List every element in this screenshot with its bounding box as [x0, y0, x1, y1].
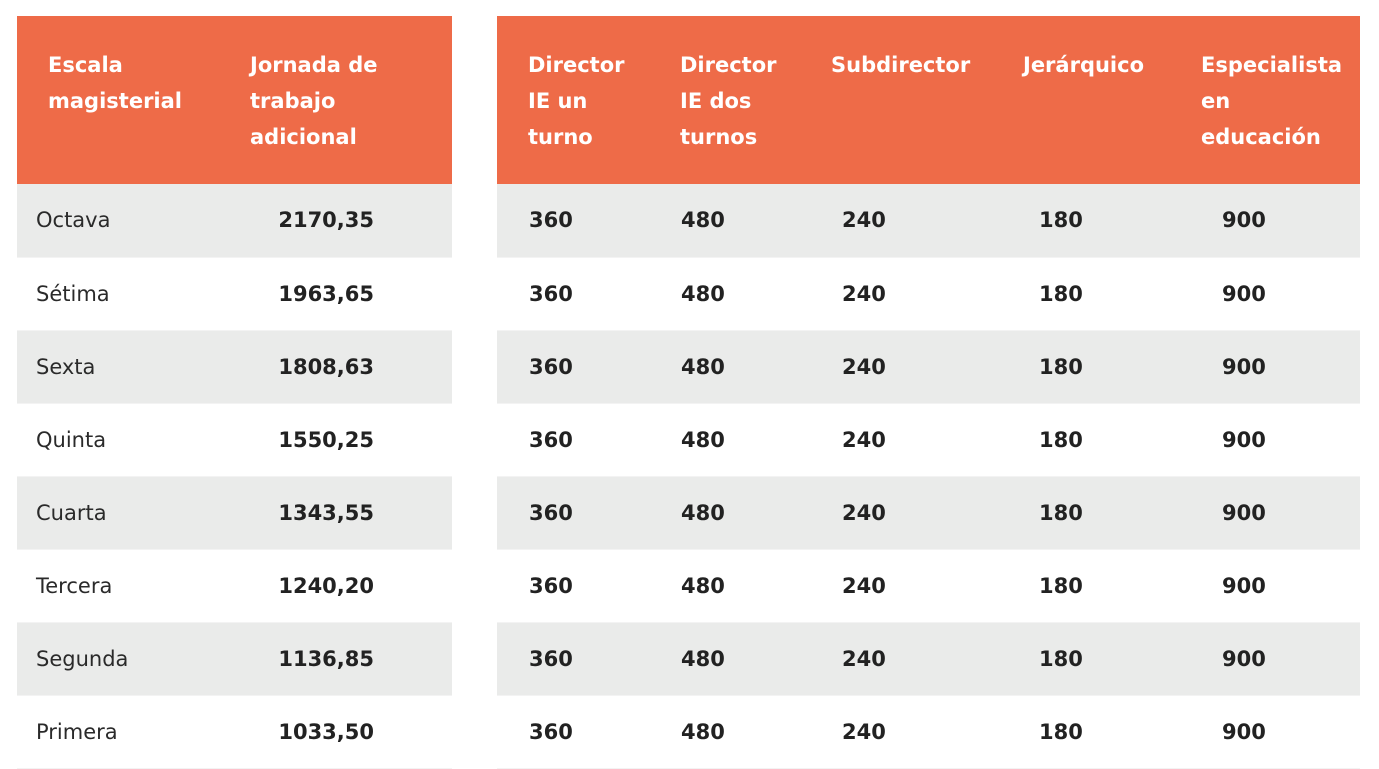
right-table-body: 360 480 240 180 900 360 480 240 180 900 360 480 240 1…: [497, 184, 1360, 769]
subdirector-cell: 240: [800, 695, 992, 769]
table-row: Segunda 1136,85: [17, 622, 452, 696]
jerarquico-cell: 180: [992, 549, 1170, 623]
director-dos-turnos-cell: 480: [649, 184, 800, 258]
jerarquico-cell: 180: [992, 622, 1170, 696]
especialista-cell: 900: [1170, 330, 1360, 404]
cargos-table: Director IE un turno Director IE dos tur…: [497, 16, 1360, 769]
table-row: Sétima 1963,65: [17, 257, 452, 331]
jerarquico-cell: 180: [992, 330, 1170, 404]
director-dos-turnos-cell: 480: [649, 403, 800, 477]
table-row: 360 480 240 180 900: [497, 622, 1360, 696]
subdirector-cell: 240: [800, 622, 992, 696]
jerarquico-cell: 180: [992, 476, 1170, 550]
subdirector-cell: 240: [800, 403, 992, 477]
table-row: Primera 1033,50: [17, 695, 452, 769]
escala-cell: Sexta: [17, 330, 219, 404]
table-row: Tercera 1240,20: [17, 549, 452, 623]
jornada-cell: 1240,20: [219, 549, 452, 623]
jerarquico-cell: 180: [992, 403, 1170, 477]
table-row: 360 480 240 180 900: [497, 476, 1360, 550]
director-dos-turnos-cell: 480: [649, 257, 800, 331]
jerarquico-cell: 180: [992, 257, 1170, 331]
jornada-cell: 1343,55: [219, 476, 452, 550]
left-table: Escala magisterial Jornada de trabajo ad…: [17, 16, 452, 769]
subdirector-cell: 240: [800, 184, 992, 258]
director-un-turno-cell: 360: [497, 184, 649, 258]
table-row: Cuarta 1343,55: [17, 476, 452, 550]
director-un-turno-cell: 360: [497, 330, 649, 404]
subdirector-cell: 240: [800, 330, 992, 404]
table-row: 360 480 240 180 900: [497, 403, 1360, 477]
header-subdirector: Subdirector: [800, 16, 992, 184]
header-director-dos-turnos: Director IE dos turnos: [649, 16, 800, 184]
director-dos-turnos-cell: 480: [649, 695, 800, 769]
jornada-cell: 1033,50: [219, 695, 452, 769]
escala-cell: Segunda: [17, 622, 219, 696]
header-especialista: Especialista en educación: [1170, 16, 1360, 184]
table-row: 360 480 240 180 900: [497, 695, 1360, 769]
especialista-cell: 900: [1170, 476, 1360, 550]
header-jornada-adicional: Jornada de trabajo adicional: [219, 16, 452, 184]
table-row: 360 480 240 180 900: [497, 184, 1360, 258]
director-dos-turnos-cell: 480: [649, 549, 800, 623]
subdirector-cell: 240: [800, 476, 992, 550]
escala-cell: Cuarta: [17, 476, 219, 550]
subdirector-cell: 240: [800, 549, 992, 623]
director-dos-turnos-cell: 480: [649, 622, 800, 696]
table-row: 360 480 240 180 900: [497, 257, 1360, 331]
escala-cell: Tercera: [17, 549, 219, 623]
escala-cell: Sétima: [17, 257, 219, 331]
especialista-cell: 900: [1170, 622, 1360, 696]
left-table-header: Escala magisterial Jornada de trabajo ad…: [17, 16, 452, 184]
especialista-cell: 900: [1170, 257, 1360, 331]
escala-jornada-table: Escala magisterial Jornada de trabajo ad…: [17, 16, 452, 769]
table-row: Octava 2170,35: [17, 184, 452, 258]
jornada-cell: 1550,25: [219, 403, 452, 477]
header-escala-magisterial: Escala magisterial: [17, 16, 219, 184]
right-table-header: Director IE un turno Director IE dos tur…: [497, 16, 1360, 184]
escala-cell: Primera: [17, 695, 219, 769]
jornada-cell: 1808,63: [219, 330, 452, 404]
left-table-body: Octava 2170,35 Sétima 1963,65 Sexta 1808,63 Qu…: [17, 184, 452, 769]
especialista-cell: 900: [1170, 403, 1360, 477]
director-un-turno-cell: 360: [497, 476, 649, 550]
subdirector-cell: 240: [800, 257, 992, 331]
director-un-turno-cell: 360: [497, 622, 649, 696]
escala-cell: Octava: [17, 184, 219, 258]
director-un-turno-cell: 360: [497, 549, 649, 623]
header-director-un-turno: Director IE un turno: [497, 16, 649, 184]
header-jerarquico: Jerárquico: [992, 16, 1170, 184]
director-dos-turnos-cell: 480: [649, 476, 800, 550]
table-row: 360 480 240 180 900: [497, 330, 1360, 404]
right-table: Director IE un turno Director IE dos tur…: [497, 16, 1360, 769]
table-row: Sexta 1808,63: [17, 330, 452, 404]
jerarquico-cell: 180: [992, 184, 1170, 258]
jornada-cell: 1963,65: [219, 257, 452, 331]
especialista-cell: 900: [1170, 184, 1360, 258]
table-row: 360 480 240 180 900: [497, 549, 1360, 623]
jerarquico-cell: 180: [992, 695, 1170, 769]
director-un-turno-cell: 360: [497, 403, 649, 477]
director-un-turno-cell: 360: [497, 257, 649, 331]
escala-cell: Quinta: [17, 403, 219, 477]
director-dos-turnos-cell: 480: [649, 330, 800, 404]
director-un-turno-cell: 360: [497, 695, 649, 769]
especialista-cell: 900: [1170, 695, 1360, 769]
jornada-cell: 2170,35: [219, 184, 452, 258]
table-row: Quinta 1550,25: [17, 403, 452, 477]
jornada-cell: 1136,85: [219, 622, 452, 696]
especialista-cell: 900: [1170, 549, 1360, 623]
